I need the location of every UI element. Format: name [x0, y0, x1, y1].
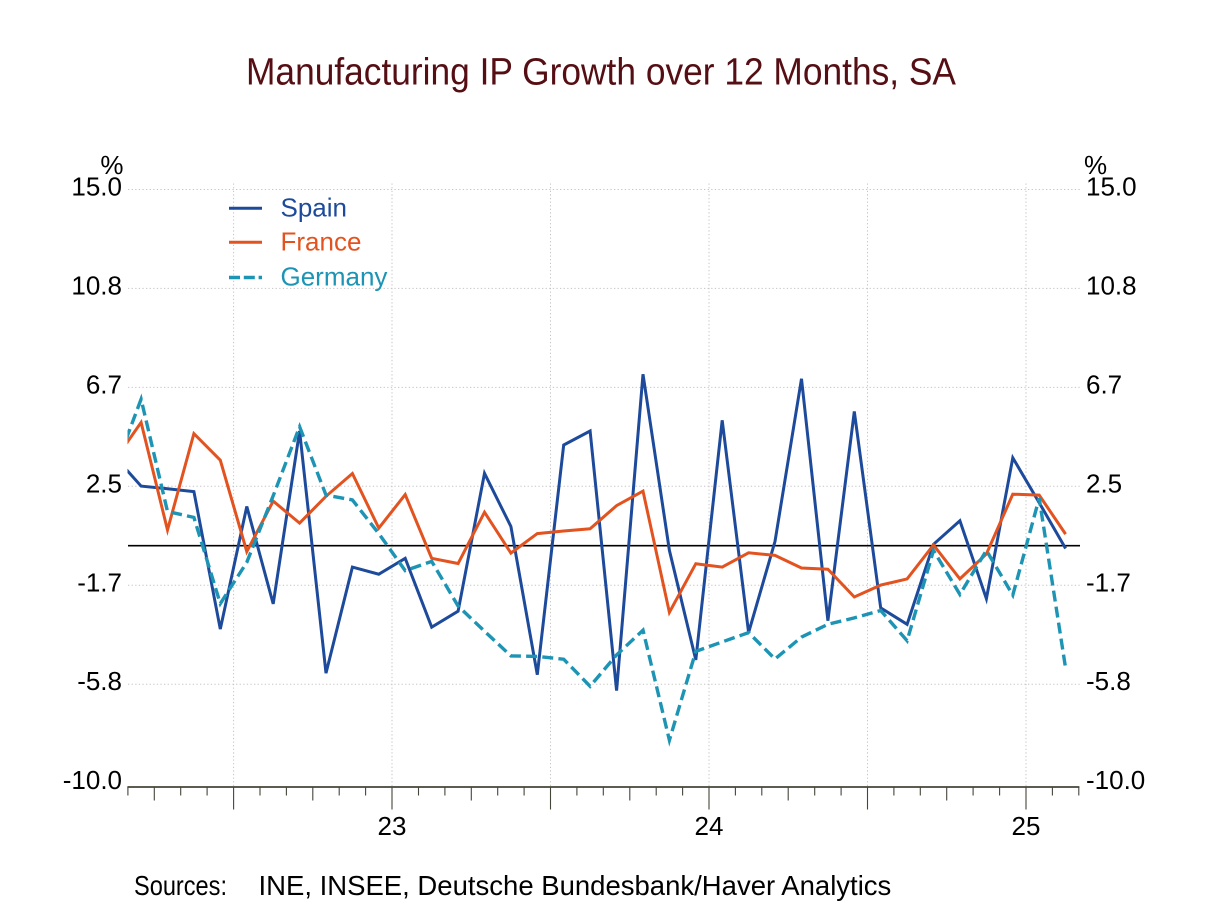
svg-text:-10.0: -10.0: [63, 765, 122, 795]
svg-text:6.7: 6.7: [86, 369, 122, 399]
svg-text:Manufacturing IP Growth over 1: Manufacturing IP Growth over 12 Months, …: [246, 52, 957, 94]
svg-text:15.0: 15.0: [71, 172, 122, 202]
svg-text:Germany: Germany: [281, 262, 388, 292]
svg-text:Sources:: Sources:: [134, 870, 227, 901]
svg-text:10.8: 10.8: [71, 270, 122, 300]
svg-text:INE, INSEE, Deutsche Bundesban: INE, INSEE, Deutsche Bundesbank/Haver An…: [259, 870, 892, 901]
svg-text:2.5: 2.5: [1086, 468, 1122, 498]
svg-text:%: %: [1084, 150, 1107, 180]
svg-text:23: 23: [378, 811, 407, 841]
svg-text:15.0: 15.0: [1086, 172, 1137, 202]
svg-text:France: France: [281, 227, 362, 257]
svg-text:-1.7: -1.7: [77, 567, 122, 597]
svg-text:-1.7: -1.7: [1086, 567, 1131, 597]
svg-text:2.5: 2.5: [86, 468, 122, 498]
svg-text:%: %: [100, 150, 123, 180]
svg-text:24: 24: [695, 811, 724, 841]
svg-text:-10.0: -10.0: [1086, 765, 1145, 795]
svg-text:Spain: Spain: [281, 193, 348, 223]
svg-text:25: 25: [1012, 811, 1041, 841]
svg-text:10.8: 10.8: [1086, 270, 1137, 300]
svg-text:-5.8: -5.8: [1086, 666, 1131, 696]
svg-text:6.7: 6.7: [1086, 369, 1122, 399]
svg-text:-5.8: -5.8: [77, 666, 122, 696]
